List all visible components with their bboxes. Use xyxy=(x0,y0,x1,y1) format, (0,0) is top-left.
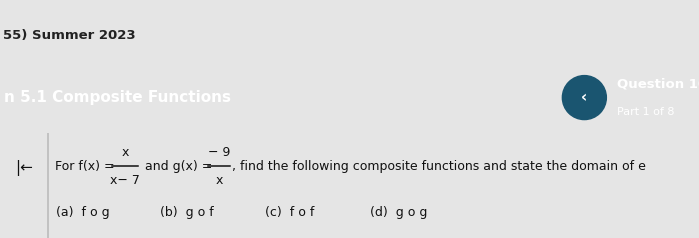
Text: Question 10,: Question 10, xyxy=(617,78,699,91)
Text: x− 7: x− 7 xyxy=(110,174,140,187)
Text: 55) Summer 2023: 55) Summer 2023 xyxy=(3,29,136,42)
Text: (b)  g o f: (b) g o f xyxy=(160,206,214,219)
Text: (d)  g o g: (d) g o g xyxy=(370,206,427,219)
Text: |←: |← xyxy=(15,160,33,176)
Text: , find the following composite functions and state the domain of e: , find the following composite functions… xyxy=(232,160,646,173)
Text: (a)  f o g: (a) f o g xyxy=(56,206,110,219)
Text: and g(x) =: and g(x) = xyxy=(141,160,217,173)
Text: x: x xyxy=(122,146,129,159)
Text: n 5.1 Composite Functions: n 5.1 Composite Functions xyxy=(4,90,231,105)
Text: − 9: − 9 xyxy=(208,146,230,159)
Text: Part 1 of 8: Part 1 of 8 xyxy=(617,107,675,117)
Text: x: x xyxy=(215,174,223,187)
Text: For f(x) =: For f(x) = xyxy=(55,160,119,173)
Ellipse shape xyxy=(563,76,606,119)
Text: ‹: ‹ xyxy=(582,90,587,105)
Text: (c)  f o f: (c) f o f xyxy=(265,206,315,219)
